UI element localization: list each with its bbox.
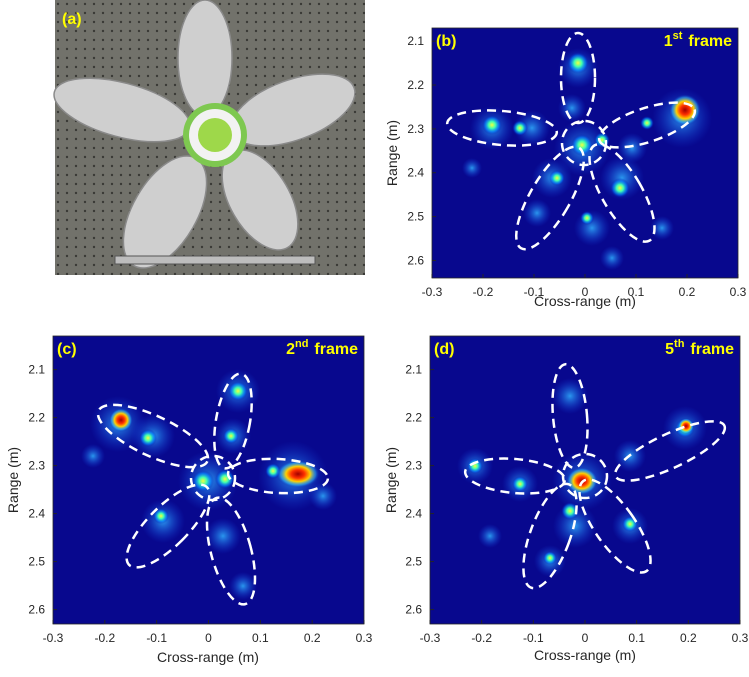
x-tick-label: 0.2 bbox=[304, 631, 321, 645]
y-tick-label: 2.3 bbox=[407, 122, 424, 136]
y-tick-label: 2.1 bbox=[407, 34, 424, 48]
y-axis-label: Range (m) bbox=[384, 120, 400, 186]
x-tick-label: -0.3 bbox=[43, 631, 64, 645]
frame-number: 5 bbox=[665, 341, 674, 358]
panel-label: (a) bbox=[62, 11, 82, 28]
x-tick-label: -0.1 bbox=[523, 631, 544, 645]
frame-number: 1 bbox=[664, 33, 673, 50]
y-axis-label: Range (m) bbox=[383, 447, 399, 513]
y-tick-label: 2.5 bbox=[407, 210, 424, 224]
frame-word: frame bbox=[314, 341, 358, 358]
y-tick-label: 2.2 bbox=[405, 411, 422, 425]
x-tick-label: 0 bbox=[582, 631, 589, 645]
y-tick-label: 2.3 bbox=[28, 459, 45, 473]
x-tick-label: -0.3 bbox=[422, 285, 443, 299]
x-tick-label: -0.2 bbox=[94, 631, 115, 645]
y-tick-label: 2.4 bbox=[28, 507, 45, 521]
y-tick-label: 2.1 bbox=[405, 363, 422, 377]
x-tick-label: 0.1 bbox=[252, 631, 269, 645]
panel-label: (c) bbox=[57, 341, 77, 358]
x-tick-label: 0.2 bbox=[679, 285, 696, 299]
x-axis-label: Cross-range (m) bbox=[534, 647, 636, 663]
x-tick-label: -0.1 bbox=[146, 631, 167, 645]
heatmap-image bbox=[53, 336, 364, 624]
y-axis-label: Range (m) bbox=[5, 447, 21, 513]
y-tick-label: 2.3 bbox=[405, 459, 422, 473]
frame-suffix: th bbox=[674, 338, 685, 350]
x-axis-label: Cross-range (m) bbox=[157, 649, 259, 665]
y-tick-label: 2.2 bbox=[407, 78, 424, 92]
x-tick-label: 0.3 bbox=[730, 285, 747, 299]
y-tick-label: 2.6 bbox=[28, 603, 45, 617]
y-tick-label: 2.6 bbox=[405, 603, 422, 617]
x-axis-label: Cross-range (m) bbox=[534, 293, 636, 309]
x-tick-label: -0.2 bbox=[473, 285, 494, 299]
x-tick-label: 0.2 bbox=[680, 631, 697, 645]
y-tick-label: 2.5 bbox=[28, 555, 45, 569]
frame-word: frame bbox=[690, 341, 734, 358]
x-tick-label: -0.3 bbox=[420, 631, 441, 645]
y-tick-label: 2.4 bbox=[405, 507, 422, 521]
frame-suffix: nd bbox=[295, 338, 308, 350]
photo: (a) bbox=[47, 0, 365, 282]
panel-label: (b) bbox=[436, 33, 456, 50]
y-tick-label: 2.4 bbox=[407, 166, 424, 180]
x-tick-label: 0.3 bbox=[356, 631, 373, 645]
heatmap-image bbox=[432, 28, 738, 278]
heatmap-image bbox=[430, 336, 740, 624]
x-tick-label: -0.2 bbox=[471, 631, 492, 645]
x-tick-label: 0.3 bbox=[732, 631, 749, 645]
x-tick-label: 0 bbox=[205, 631, 212, 645]
y-tick-label: 2.1 bbox=[28, 363, 45, 377]
panel-label: (d) bbox=[434, 341, 454, 358]
frame-number: 2 bbox=[286, 341, 295, 358]
y-tick-label: 2.5 bbox=[405, 555, 422, 569]
y-tick-label: 2.2 bbox=[28, 411, 45, 425]
frame-suffix: st bbox=[673, 30, 683, 42]
y-tick-label: 2.6 bbox=[407, 253, 424, 267]
frame-word: frame bbox=[688, 33, 732, 50]
figure: (a) -0.3 -0.2 -0.1 0 0.1 0.2 0.3 2.1 2.2 2.3 2.4 2.… bbox=[0, 0, 749, 672]
x-tick-label: 0.1 bbox=[628, 631, 645, 645]
